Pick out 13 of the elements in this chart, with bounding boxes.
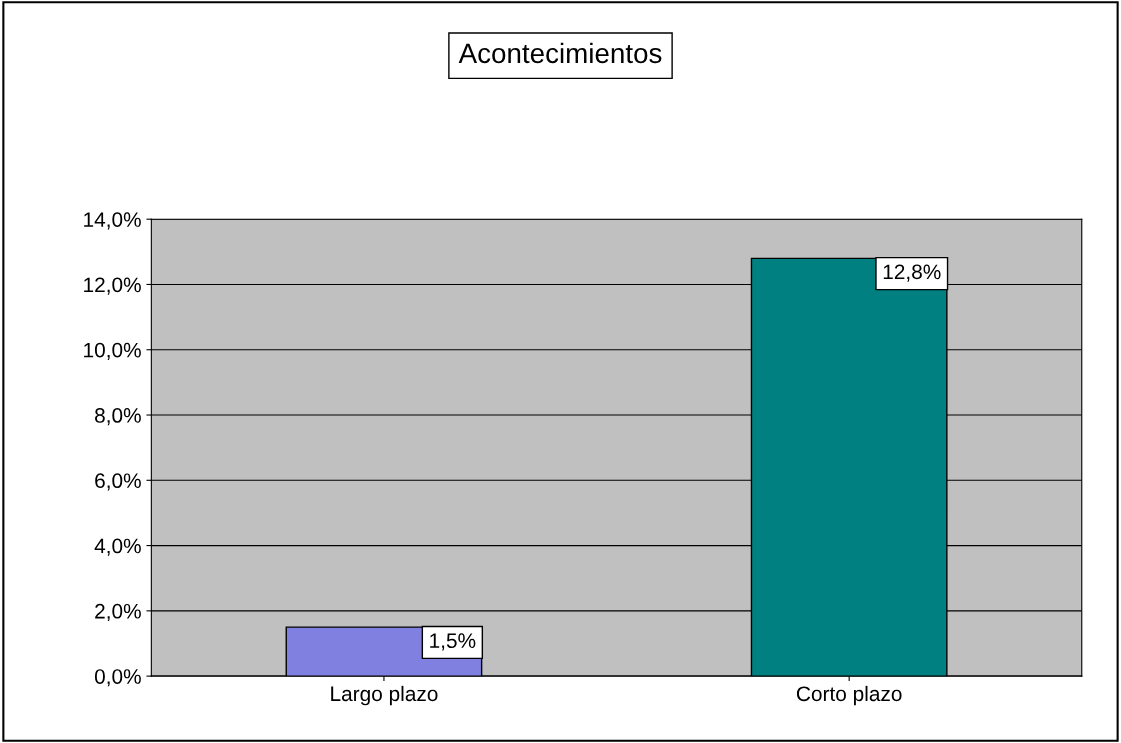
y-tick-label: 10,0% (84, 342, 141, 360)
y-tick-label: 0,0% (94, 669, 141, 687)
x-tick-label: Largo plazo (331, 685, 438, 706)
y-tick-label: 2,0% (95, 603, 141, 622)
chart-title: Acontecimientos (458, 42, 662, 64)
x-tick-label: Corto plazo (796, 685, 902, 706)
y-tick-label: 8,0% (95, 408, 141, 426)
y-tick-label: 12,0% (84, 277, 141, 295)
data-label: 1,5% (430, 633, 476, 651)
y-tick-label: 6,0% (95, 473, 141, 491)
data-label: 12,8% (883, 264, 941, 282)
y-tick-label: 4,0% (94, 538, 141, 556)
y-tick-label: 14,0% (84, 212, 141, 230)
